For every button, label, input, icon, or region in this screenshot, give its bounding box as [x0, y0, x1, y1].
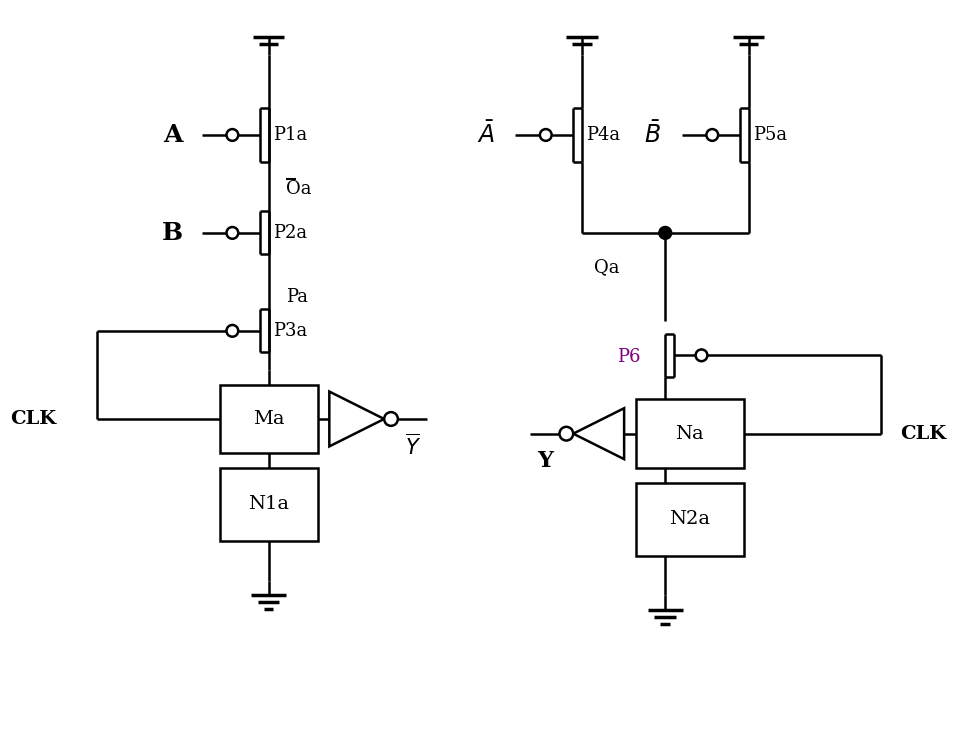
- Text: P2a: P2a: [273, 224, 307, 242]
- Text: Qa: Qa: [593, 258, 619, 276]
- Text: $\bar{A}$: $\bar{A}$: [478, 122, 495, 148]
- Text: A: A: [163, 123, 183, 147]
- Text: N2a: N2a: [669, 510, 710, 528]
- Text: N1a: N1a: [248, 495, 289, 514]
- Bar: [220, 385, 318, 453]
- Text: Pa: Pa: [286, 288, 308, 305]
- Text: P5a: P5a: [753, 126, 787, 144]
- Circle shape: [227, 227, 238, 239]
- Text: Na: Na: [676, 425, 704, 442]
- Text: Oa: Oa: [286, 180, 312, 198]
- Text: $\overline{Y}$: $\overline{Y}$: [405, 433, 421, 459]
- Bar: [635, 482, 744, 556]
- Text: CLK: CLK: [11, 410, 56, 428]
- Circle shape: [696, 350, 707, 361]
- Text: P1a: P1a: [273, 126, 307, 144]
- Bar: [635, 399, 744, 468]
- Text: P4a: P4a: [587, 126, 621, 144]
- Circle shape: [540, 129, 551, 141]
- Bar: [220, 468, 318, 542]
- Text: P6: P6: [617, 348, 641, 366]
- Text: Y: Y: [537, 450, 553, 472]
- Circle shape: [560, 427, 573, 441]
- Text: CLK: CLK: [901, 425, 946, 442]
- Circle shape: [384, 412, 398, 426]
- Text: B: B: [162, 221, 183, 245]
- Circle shape: [227, 129, 238, 141]
- Circle shape: [706, 129, 718, 141]
- Circle shape: [227, 325, 238, 336]
- Text: P3a: P3a: [273, 322, 307, 340]
- Circle shape: [659, 227, 671, 239]
- Text: Ma: Ma: [253, 410, 284, 428]
- Text: $\bar{B}$: $\bar{B}$: [644, 122, 661, 148]
